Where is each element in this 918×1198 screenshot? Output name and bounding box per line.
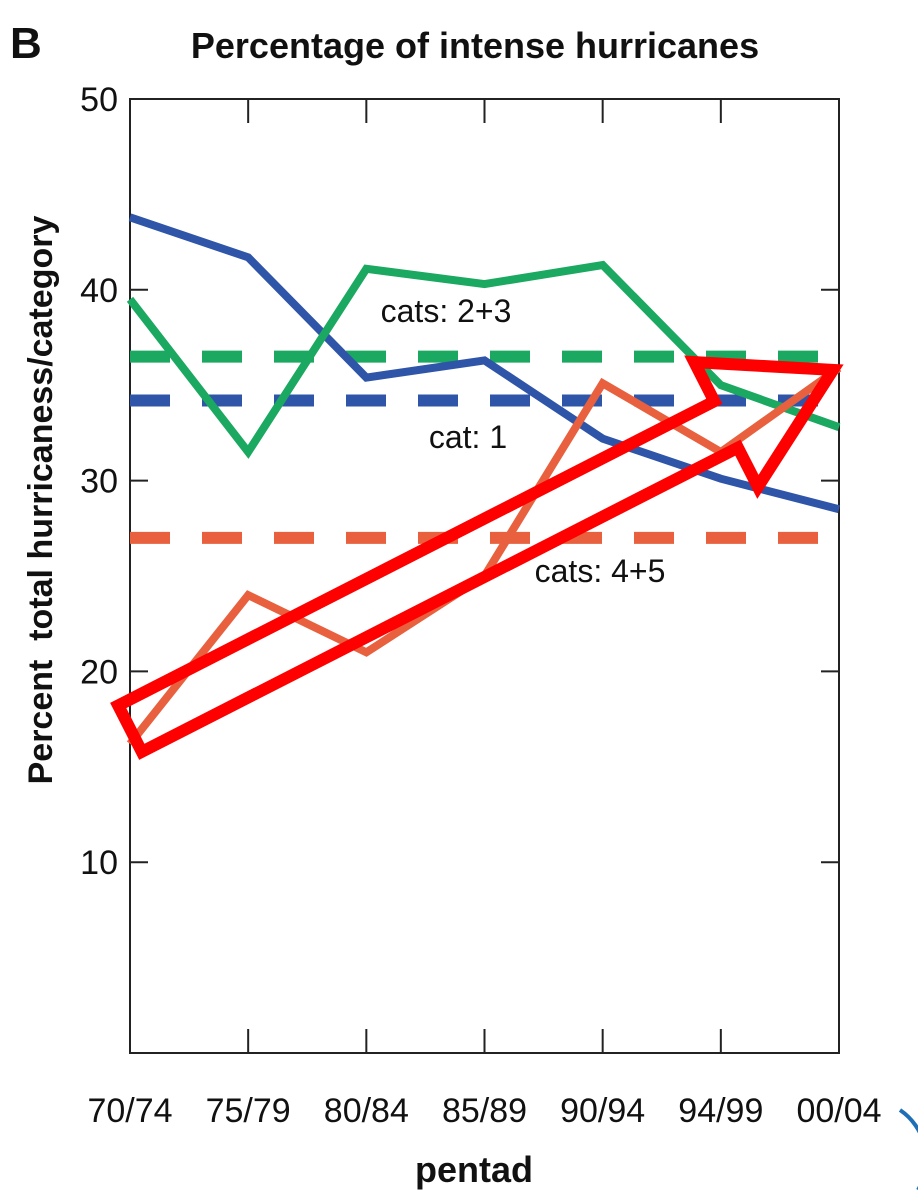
y-tick-label: 10 xyxy=(80,844,118,882)
reference-lines xyxy=(130,350,839,544)
corner-logo-arc xyxy=(898,1108,918,1190)
series-annotation-cats-2-3: cats: 2+3 xyxy=(381,293,512,329)
chart-title: Percentage of intense hurricanes xyxy=(191,25,759,66)
x-tick-label: 90/94 xyxy=(560,1092,645,1130)
panel-label: B xyxy=(10,19,42,68)
y-axis-label: Percent total hurricaness/category xyxy=(22,216,60,785)
x-tick-label: 94/99 xyxy=(678,1092,763,1130)
y-tick-label: 30 xyxy=(80,463,118,501)
series-annotation-cats-4-5: cats: 4+5 xyxy=(535,553,666,589)
x-axis-label: pentad xyxy=(415,1149,533,1190)
overlay-arrow xyxy=(110,355,844,760)
x-tick-label: 70/74 xyxy=(87,1092,172,1130)
series-line-cats-2-3 xyxy=(126,260,841,459)
x-tick-label: 85/89 xyxy=(442,1092,527,1130)
series-annotations: cat: 1 cats: 2+3 cats: 4+5 xyxy=(381,293,666,589)
axis-ticks: 70/74 75/79 80/84 85/89 90/94 94/99 00/04 10 20 3… xyxy=(80,81,881,1130)
y-tick-label: 20 xyxy=(80,653,118,691)
x-tick-label: 00/04 xyxy=(796,1092,881,1130)
series-line-cat-1 xyxy=(128,213,841,514)
series-annotation-cat-1: cat: 1 xyxy=(429,419,507,455)
x-tick-label: 75/79 xyxy=(206,1092,291,1130)
y-tick-label: 50 xyxy=(80,81,118,119)
x-tick-label: 80/84 xyxy=(324,1092,409,1130)
trend-arrow xyxy=(110,355,844,760)
y-tick-label: 40 xyxy=(80,272,118,310)
